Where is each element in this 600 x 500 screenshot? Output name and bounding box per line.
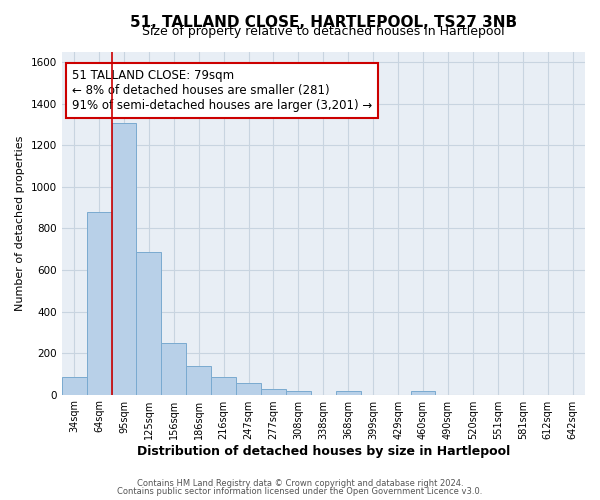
X-axis label: Distribution of detached houses by size in Hartlepool: Distribution of detached houses by size … [137,444,510,458]
Bar [211,377,236,394]
Bar [62,377,86,394]
Bar [286,391,311,394]
Bar [136,252,161,394]
Text: Size of property relative to detached houses in Hartlepool: Size of property relative to detached ho… [142,26,505,38]
Y-axis label: Number of detached properties: Number of detached properties [15,136,25,311]
Bar [261,390,286,394]
Bar [236,383,261,394]
Text: Contains public sector information licensed under the Open Government Licence v3: Contains public sector information licen… [118,487,482,496]
Bar [336,391,361,394]
Bar [161,342,186,394]
Title: 51, TALLAND CLOSE, HARTLEPOOL, TS27 3NB: 51, TALLAND CLOSE, HARTLEPOOL, TS27 3NB [130,15,517,30]
Text: 51 TALLAND CLOSE: 79sqm
← 8% of detached houses are smaller (281)
91% of semi-de: 51 TALLAND CLOSE: 79sqm ← 8% of detached… [72,69,373,112]
Bar [410,391,436,394]
Text: Contains HM Land Registry data © Crown copyright and database right 2024.: Contains HM Land Registry data © Crown c… [137,478,463,488]
Bar [86,212,112,394]
Bar [186,366,211,394]
Bar [112,122,136,394]
